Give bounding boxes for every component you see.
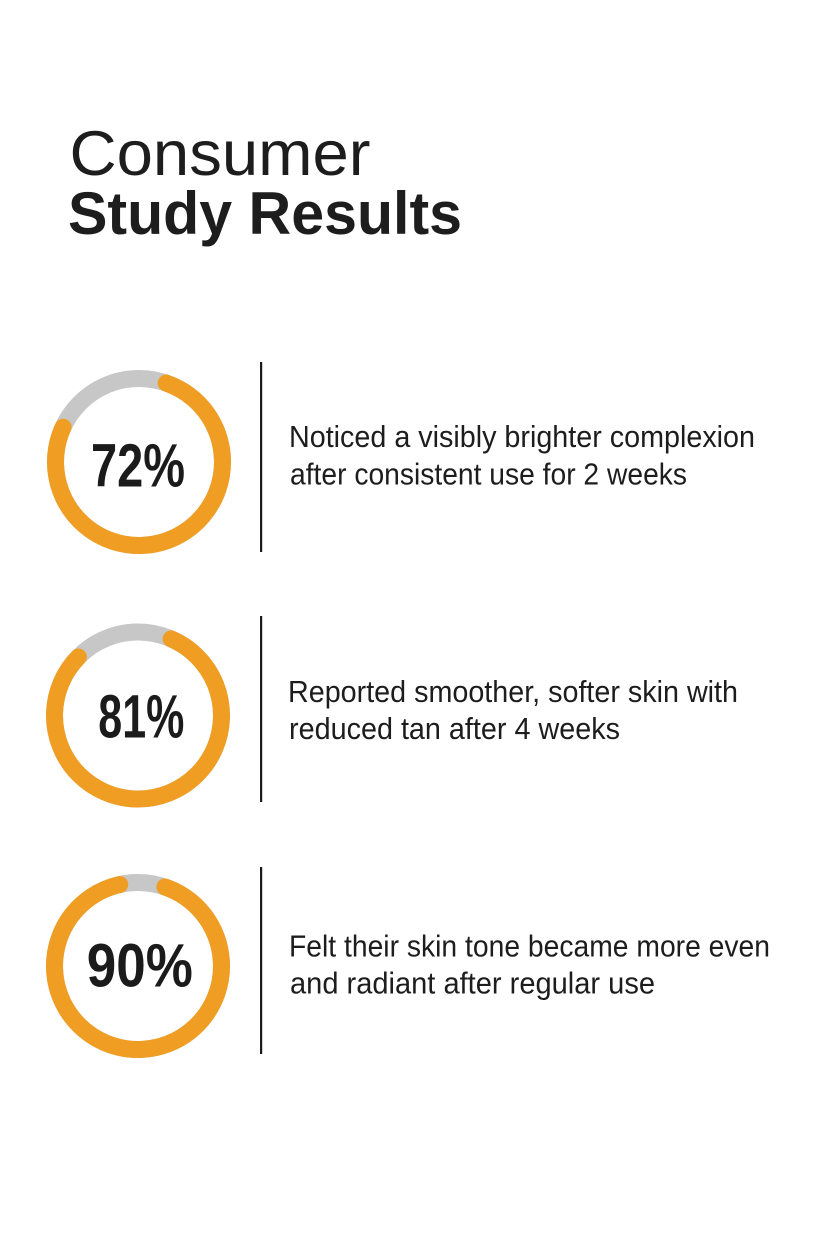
svg-text:and radiant after regular use: and radiant after regular use	[290, 966, 655, 1001]
svg-text:Study Results: Study Results	[68, 180, 462, 247]
svg-text:Noticed a visibly brighter com: Noticed a visibly brighter complexion	[289, 419, 755, 454]
svg-text:Reported smoother, softer skin: Reported smoother, softer skin with	[288, 674, 738, 709]
svg-text:after consistent use for 2 wee: after consistent use for 2 weeks	[290, 456, 687, 491]
svg-text:72%: 72%	[91, 432, 185, 501]
svg-text:90%: 90%	[87, 932, 193, 1001]
svg-text:reduced tan after 4 weeks: reduced tan after 4 weeks	[289, 711, 620, 746]
svg-text:Consumer: Consumer	[70, 119, 371, 189]
svg-text:81%: 81%	[98, 683, 184, 752]
svg-text:Felt their skin tone became mo: Felt their skin tone became more even	[289, 928, 770, 963]
